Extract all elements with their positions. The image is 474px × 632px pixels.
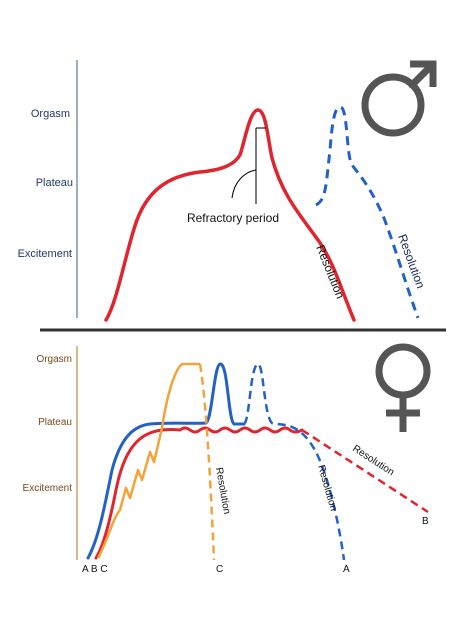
female-panel: Orgasm Plateau Excitement Resolution Res… [23,343,431,575]
female-curve-c-resolution [198,363,216,561]
male-panel: Orgasm Plateau Excitement Refractory per… [18,60,437,322]
refractory-period-label: Refractory period [187,211,279,225]
male-symbol-icon [361,60,437,137]
curve-a-end-label: A [343,564,350,575]
female-label-plateau: Plateau [38,417,72,428]
curve-start-labels: A B C [82,564,108,575]
male-label-plateau: Plateau [36,177,73,189]
female-curve-b-solid [94,426,304,560]
curve-c-end-label: C [216,564,223,575]
female-curve-a-dashed [242,362,346,561]
male-response-curve [104,108,356,322]
female-symbol-icon [375,343,431,432]
curve-b-end-label: B [422,516,429,527]
female-curve-c-solid [96,362,200,559]
female-resolution-label-c: Resolution [213,467,232,515]
refractory-bracket [231,169,257,199]
male-resolution-label-1: Resolution [313,243,347,301]
female-resolution-label-b: Resolution [350,443,396,478]
female-curve-a-solid [86,362,246,560]
female-label-orgasm: Orgasm [36,354,72,365]
male-label-excitement: Excitement [18,248,72,260]
male-label-orgasm: Orgasm [31,108,70,120]
female-resolution-label-a: Resolution [315,464,339,512]
female-label-excitement: Excitement [23,483,73,494]
